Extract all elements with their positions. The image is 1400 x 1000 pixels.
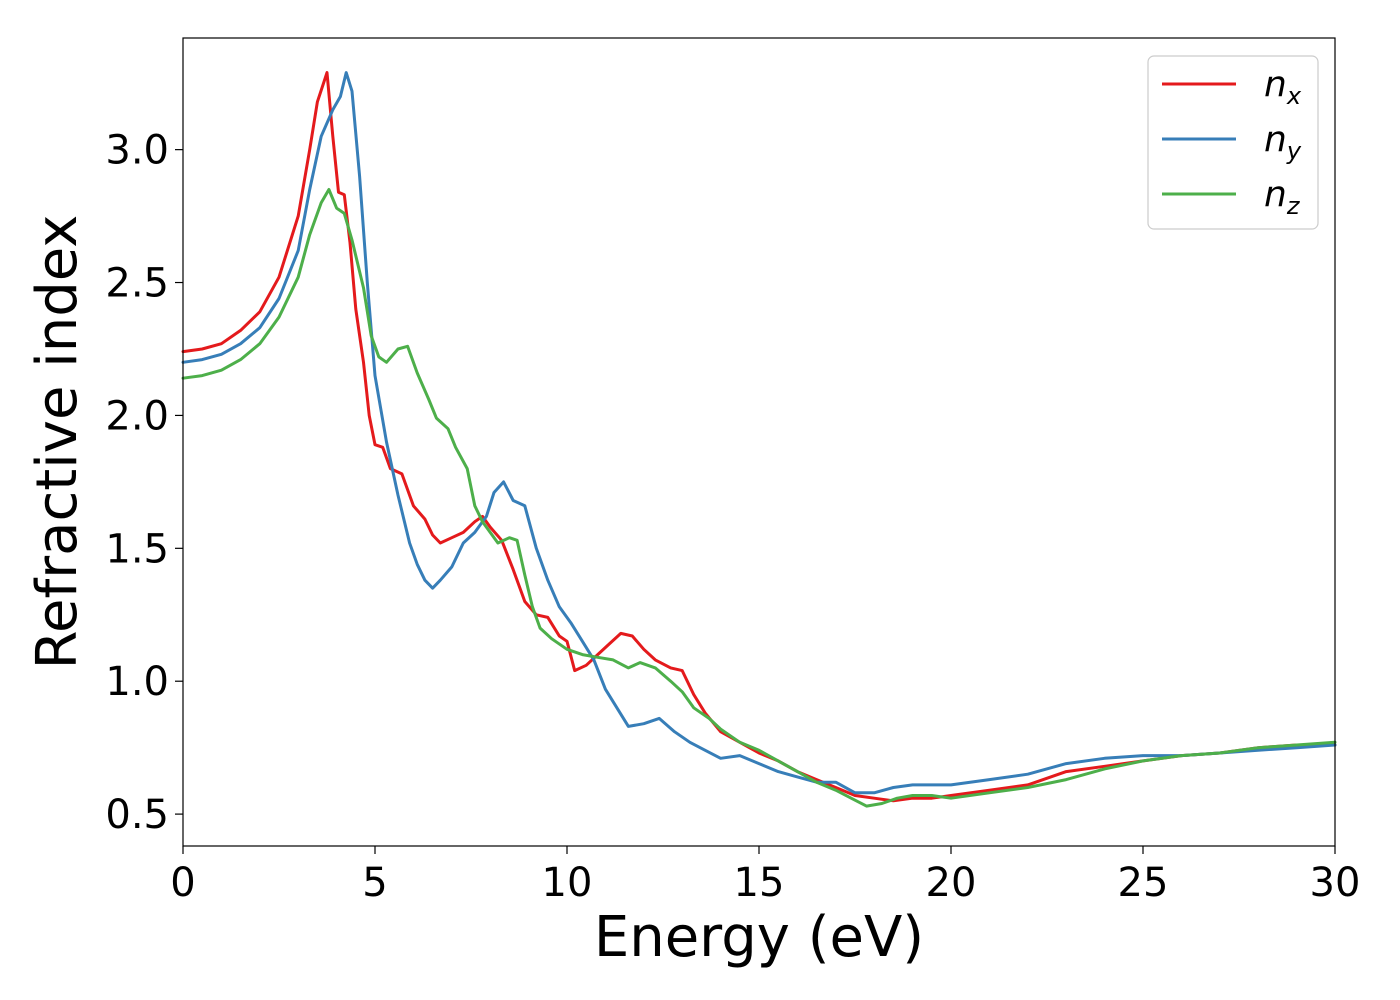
x-tick-label: 5 — [362, 860, 387, 906]
series-line-nx — [181, 71, 1337, 803]
x-tick-label: 30 — [1310, 860, 1361, 906]
x-axis-title: Energy (eV) — [594, 905, 924, 970]
legend-label-ny: ny — [1264, 119, 1302, 165]
x-axis-ticks: 0 5 10 15 20 25 30 — [170, 846, 1360, 906]
x-tick-label: 10 — [542, 860, 593, 906]
x-tick-label: 0 — [170, 860, 195, 906]
legend-label-subscript: x — [1286, 82, 1302, 110]
legend-label-subscript: z — [1286, 192, 1301, 220]
legend-box — [1147, 55, 1319, 230]
legend-label-base: n — [1264, 64, 1287, 105]
series-layer — [181, 71, 1337, 808]
series-line-ny — [181, 71, 1337, 795]
y-tick-label: 1.5 — [105, 526, 169, 572]
y-tick-label: 1.0 — [105, 659, 169, 705]
legend-label-base: n — [1264, 119, 1287, 160]
legend-label-subscript: y — [1286, 137, 1302, 165]
y-tick-label: 2.0 — [105, 393, 169, 439]
legend-label-base: n — [1264, 174, 1287, 215]
y-tick-label: 0.5 — [105, 792, 169, 838]
legend-label-nx: nx — [1264, 64, 1302, 110]
y-tick-label: 3.0 — [105, 128, 169, 174]
x-tick-label: 25 — [1118, 860, 1169, 906]
legend-label-nz: nz — [1264, 174, 1301, 220]
y-axis-title: Refractive index — [25, 215, 90, 670]
y-tick-label: 2.5 — [105, 261, 169, 307]
y-axis-ticks: 0.5 1.0 1.5 2.0 2.5 3.0 — [105, 128, 183, 838]
series-line-nz — [181, 188, 1337, 808]
x-tick-label: 15 — [734, 860, 785, 906]
x-tick-label: 20 — [926, 860, 977, 906]
